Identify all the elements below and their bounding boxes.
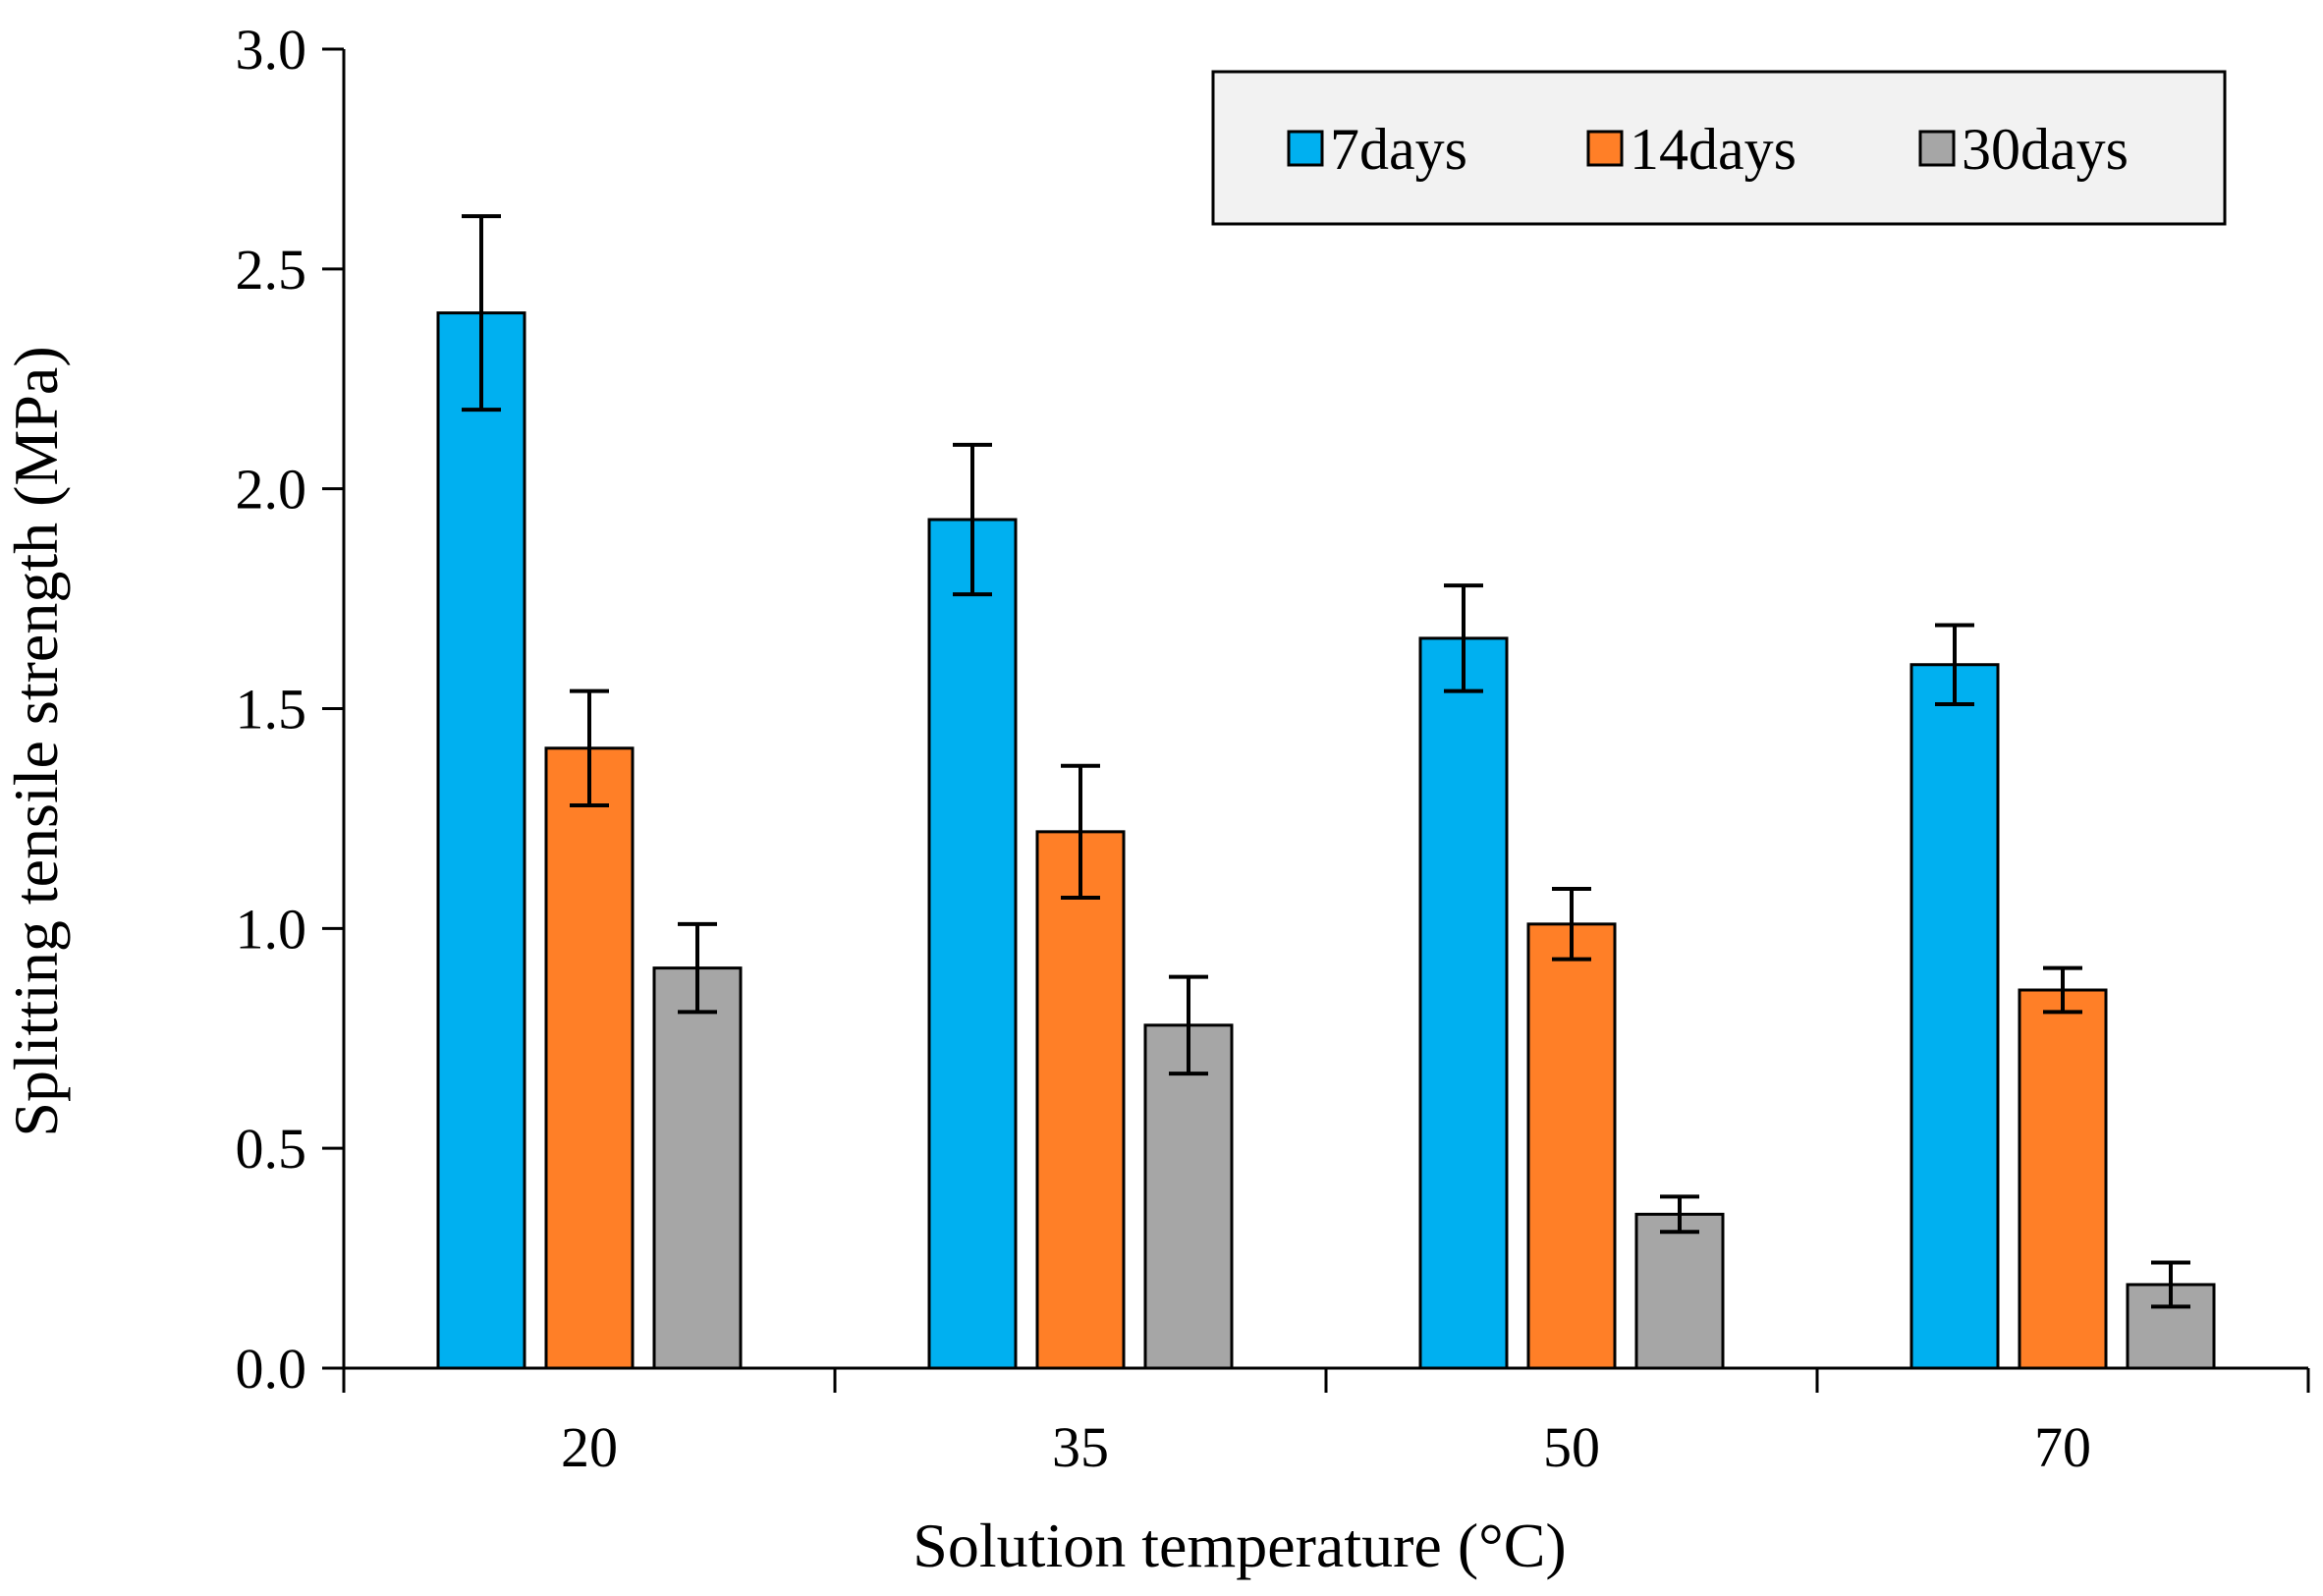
bar-14days-35 xyxy=(1035,830,1126,1370)
error-bar-30days-70 xyxy=(2151,1260,2190,1309)
x-tick-label: 20 xyxy=(561,1415,618,1479)
tick-labels: 0.0 0.5 1.0 1.5 2.0 2.5 3.0 20 35 50 70 xyxy=(236,18,2092,1479)
y-tick-label: 0.5 xyxy=(236,1117,307,1181)
x-tick-label: 50 xyxy=(1543,1415,1600,1479)
legend-swatch-7days xyxy=(1287,130,1324,167)
error-bar-7days-20 xyxy=(462,214,501,413)
bar-30days-20 xyxy=(652,966,743,1370)
bar-14days-50 xyxy=(1526,922,1617,1370)
y-tick-label: 2.0 xyxy=(236,458,307,522)
legend-swatch-30days xyxy=(1918,130,1956,167)
bar-30days-35 xyxy=(1143,1023,1234,1370)
x-tick-label: 35 xyxy=(1052,1415,1109,1479)
error-bar-14days-50 xyxy=(1552,887,1591,962)
bar-7days-50 xyxy=(1418,636,1509,1370)
y-tick-label: 1.5 xyxy=(236,678,307,742)
bar-30days-70 xyxy=(2126,1283,2216,1370)
y-tick-label: 1.0 xyxy=(236,897,307,961)
y-tick-label: 0.0 xyxy=(236,1337,307,1401)
error-bar-30days-35 xyxy=(1169,974,1208,1076)
legend-item-30days: 30days xyxy=(1918,117,2129,182)
legend: 7days 14days 30days xyxy=(1211,70,2227,226)
bars xyxy=(436,311,2216,1370)
legend-label-30days: 30days xyxy=(1962,117,2129,182)
error-bar-14days-70 xyxy=(2043,965,2082,1015)
bar-14days-20 xyxy=(544,746,635,1370)
bar-30days-50 xyxy=(1634,1212,1725,1370)
error-bars xyxy=(462,214,2190,1309)
legend-box xyxy=(1211,70,2227,226)
error-bar-7days-50 xyxy=(1444,583,1483,693)
bar-7days-70 xyxy=(1909,663,2000,1370)
legend-swatch-14days xyxy=(1586,130,1624,167)
x-axis-title: Solution temperature (°C) xyxy=(913,1511,1566,1580)
error-bar-7days-35 xyxy=(953,442,992,597)
legend-label-14days: 14days xyxy=(1630,117,1797,182)
bar-14days-70 xyxy=(2018,988,2108,1370)
error-bar-30days-50 xyxy=(1660,1194,1699,1235)
error-bar-30days-20 xyxy=(678,921,717,1015)
legend-label-7days: 7days xyxy=(1330,117,1467,182)
y-tick-label: 3.0 xyxy=(236,18,307,82)
legend-item-14days: 14days xyxy=(1586,117,1797,182)
y-tick-label: 2.5 xyxy=(236,238,307,302)
x-tick-label: 70 xyxy=(2034,1415,2091,1479)
bar-7days-20 xyxy=(436,311,526,1370)
bar-7days-35 xyxy=(927,518,1018,1370)
error-bar-14days-35 xyxy=(1061,763,1100,900)
error-bar-7days-70 xyxy=(1935,623,1974,707)
error-bar-14days-20 xyxy=(570,688,609,807)
legend-item-7days: 7days xyxy=(1287,117,1467,182)
y-axis-title: Splitting tensile strength (MPa) xyxy=(1,346,71,1136)
